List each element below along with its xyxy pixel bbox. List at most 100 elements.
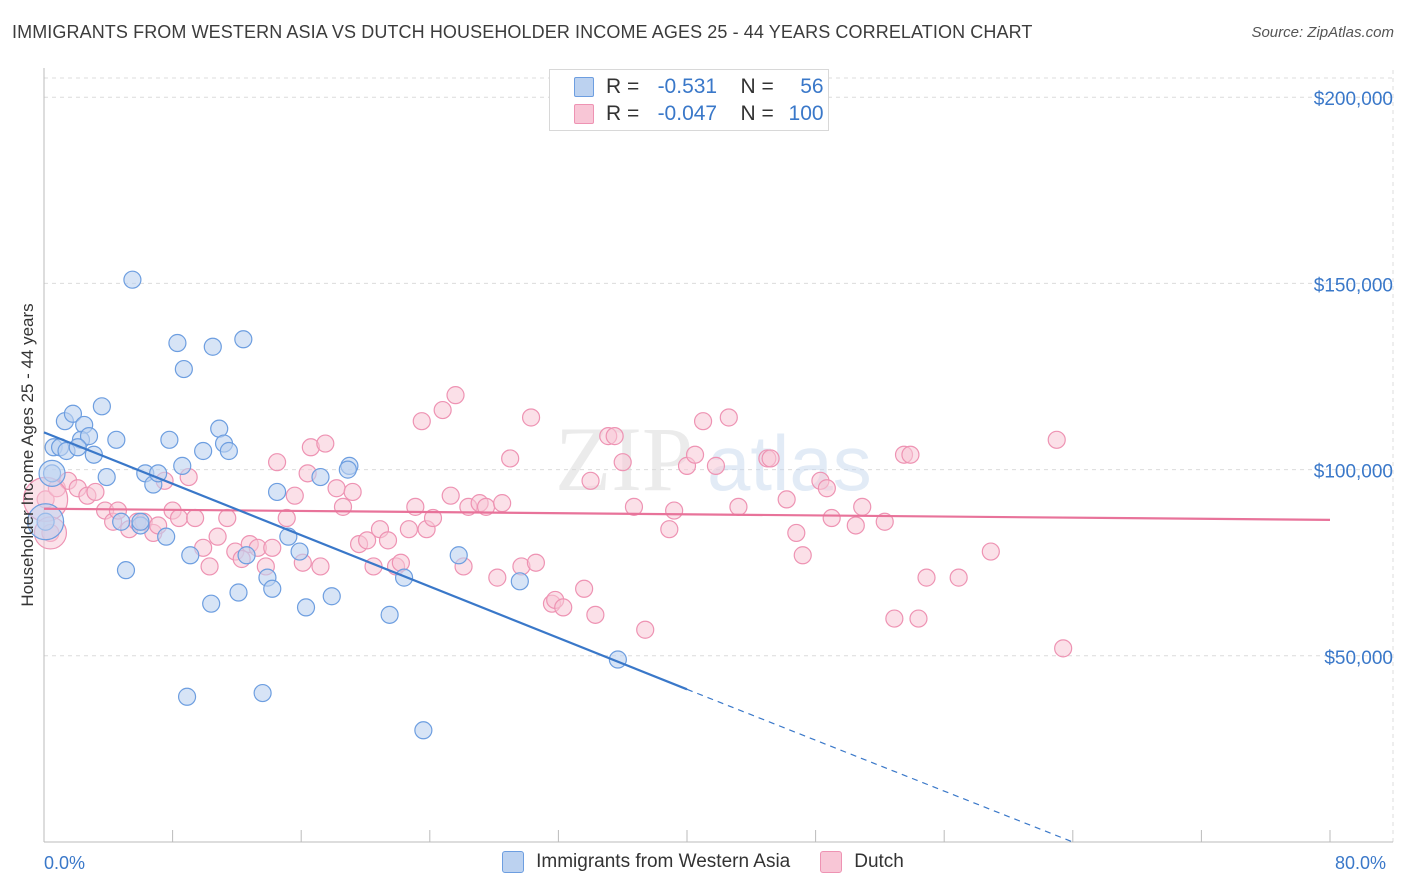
trend-lines	[43, 431, 1331, 843]
western-asia-point	[449, 546, 468, 565]
western-asia-point	[237, 546, 256, 565]
dutch-point	[981, 542, 1000, 561]
western-asia-point	[63, 404, 83, 423]
western-asia-point	[160, 430, 179, 449]
western-asia-trend-extension	[686, 688, 1074, 843]
western-asia-point	[202, 594, 221, 613]
western-asia-point	[311, 467, 330, 487]
western-asia-point	[263, 579, 282, 598]
dutch-point	[901, 445, 920, 464]
series-legend-label: Immigrants from Western Asia	[536, 851, 791, 872]
western-asia-point	[296, 598, 316, 617]
legend-n-label: N =	[740, 102, 774, 125]
legend-r-label: R =	[606, 75, 640, 98]
dutch-point	[613, 453, 632, 472]
legend-row-western-asia: R = -0.531 N = 56	[574, 75, 824, 99]
dutch-point	[624, 497, 644, 516]
series-legend-dutch[interactable]: Dutch	[820, 851, 904, 873]
series-western-asia-points	[27, 270, 627, 740]
dutch-point	[86, 482, 105, 502]
western-asia-point	[177, 687, 197, 706]
western-asia-point	[322, 587, 341, 606]
dutch-point	[1054, 639, 1073, 658]
legend-swatch-blue	[574, 77, 594, 97]
dutch-point	[399, 520, 419, 539]
dutch-point	[358, 531, 377, 550]
dutch-point	[575, 579, 594, 598]
dutch-point	[846, 516, 865, 535]
y-tick-label: $50,000	[1324, 648, 1393, 669]
dutch-point	[853, 497, 872, 516]
dutch-point	[949, 568, 968, 587]
dutch-point	[636, 620, 655, 639]
dutch-trend-line	[43, 507, 1331, 521]
dutch-point	[208, 527, 227, 546]
western-asia-point	[267, 482, 287, 502]
western-asia-point	[194, 441, 213, 461]
y-tick-label: $200,000	[1314, 89, 1393, 110]
dutch-point	[521, 408, 541, 427]
western-asia-point	[123, 270, 142, 289]
dutch-point	[693, 412, 713, 431]
dutch-point	[526, 553, 545, 572]
legend-n-label: N =	[740, 75, 774, 98]
dutch-point	[423, 508, 443, 528]
dutch-point	[586, 605, 605, 624]
legend-swatch-pink	[574, 104, 594, 124]
dutch-point	[909, 609, 928, 628]
dutch-point	[581, 471, 600, 490]
dutch-point	[665, 501, 684, 520]
dutch-point	[729, 497, 748, 516]
series-legend-western-asia[interactable]: Immigrants from Western Asia	[502, 851, 790, 873]
dutch-point	[316, 434, 335, 453]
dutch-point	[433, 400, 452, 420]
western-asia-point	[394, 568, 414, 587]
dutch-point	[605, 427, 624, 446]
western-asia-point	[338, 460, 357, 479]
western-asia-point	[229, 583, 248, 602]
y-axis-label: Householder Income Ages 25 - 44 years	[18, 303, 37, 607]
dutch-point	[787, 523, 806, 543]
dutch-point	[493, 494, 512, 513]
western-asia-point	[510, 572, 529, 591]
dutch-point	[378, 531, 398, 550]
series-swatch-pink	[820, 851, 843, 873]
y-tick-label: $100,000	[1314, 462, 1393, 483]
dutch-point	[446, 386, 465, 405]
dutch-point	[333, 497, 353, 516]
dutch-point	[327, 479, 346, 498]
dutch-point	[441, 486, 460, 505]
dutch-point	[343, 482, 362, 502]
western-asia-point	[79, 427, 99, 446]
western-asia-point	[380, 605, 399, 624]
dutch-point	[554, 598, 573, 617]
dutch-point	[660, 520, 679, 539]
western-asia-trend-line	[43, 431, 688, 691]
x-tick-label-max: 80.0%	[1335, 853, 1387, 873]
western-asia-point	[290, 542, 309, 561]
legend-r-value: -0.531	[657, 75, 718, 98]
dutch-point	[488, 568, 507, 587]
western-asia-point	[174, 359, 193, 379]
legend-r-label: R =	[606, 102, 640, 125]
western-asia-point	[112, 512, 131, 531]
correlation-legend: R = -0.531 N = 56 R = -0.047 N = 100	[549, 69, 829, 131]
series-legend: Immigrants from Western Asia Dutch	[0, 851, 1406, 873]
western-asia-point	[253, 683, 272, 703]
western-asia-point	[173, 456, 192, 475]
dutch-point	[706, 456, 726, 475]
western-asia-point	[131, 512, 150, 531]
series-dutch-points	[23, 386, 1073, 658]
western-asia-point	[219, 441, 238, 461]
western-asia-point	[92, 397, 111, 416]
series-legend-label: Dutch	[854, 851, 904, 872]
series-swatch-blue	[502, 851, 525, 873]
western-asia-point	[234, 330, 253, 349]
western-asia-point	[107, 430, 126, 449]
legend-n-value: 100	[788, 102, 824, 125]
western-asia-point	[181, 546, 200, 565]
dutch-point	[501, 449, 520, 468]
western-asia-point	[27, 503, 65, 541]
dutch-point	[719, 408, 738, 427]
